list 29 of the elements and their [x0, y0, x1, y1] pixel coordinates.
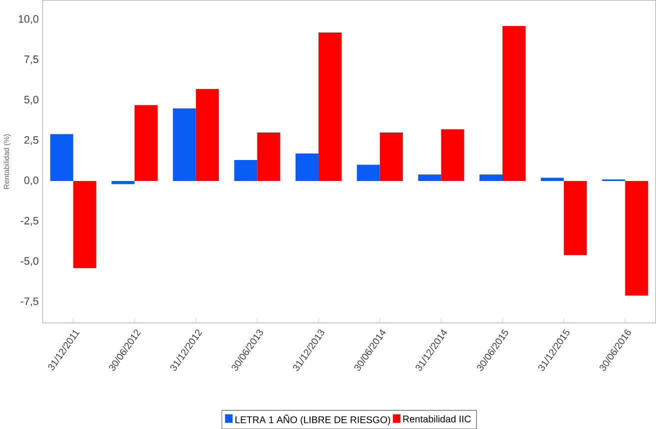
- bar: [356, 164, 380, 181]
- y-tick-label: -2,5: [20, 216, 38, 226]
- bar: [196, 88, 219, 181]
- legend-label: Rentabilidad IIC: [403, 415, 471, 422]
- bar: [502, 26, 526, 181]
- bar: [540, 178, 564, 181]
- legend-label: LETRA 1 AÑO (LIBRE DE RIESGO): [236, 414, 390, 425]
- bar: [73, 180, 96, 268]
- bar: [318, 32, 342, 181]
- bar: [380, 132, 403, 181]
- bar: [257, 132, 280, 181]
- y-tick-label: -7,5: [20, 298, 38, 306]
- bar: [441, 129, 464, 181]
- bar: [625, 180, 648, 296]
- bar: [134, 105, 158, 181]
- bar: [418, 174, 442, 181]
- bar: [172, 108, 196, 181]
- y-tick-label: 5,0: [24, 96, 38, 105]
- bar: [112, 180, 135, 184]
- bar: [296, 153, 319, 181]
- bar: [50, 134, 74, 181]
- y-tick-label: 0,0: [24, 176, 38, 186]
- y-tick-label: 7,5: [24, 55, 38, 64]
- bar: [234, 160, 258, 181]
- y-tick-label: 10,0: [18, 15, 38, 24]
- bar: [479, 174, 502, 181]
- y-tick-label: -5,0: [20, 257, 38, 266]
- bar: [564, 180, 587, 256]
- y-tick-label: 2,5: [24, 136, 38, 145]
